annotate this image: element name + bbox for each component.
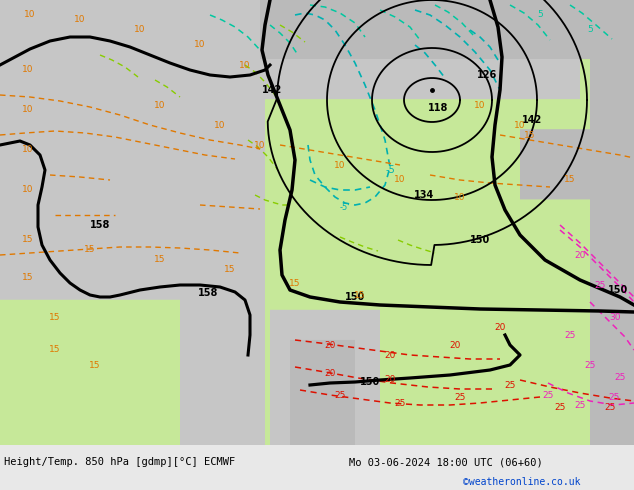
Text: 158: 158 xyxy=(198,288,218,298)
Text: 20: 20 xyxy=(325,368,335,377)
Text: 15: 15 xyxy=(22,272,34,281)
Text: 10: 10 xyxy=(22,66,34,74)
Text: 25: 25 xyxy=(542,391,553,399)
Text: 15: 15 xyxy=(84,245,96,254)
Text: 15: 15 xyxy=(22,236,34,245)
Text: 20: 20 xyxy=(574,250,586,260)
Text: 25: 25 xyxy=(334,391,346,399)
Text: 10: 10 xyxy=(22,105,34,115)
Text: 15: 15 xyxy=(154,255,165,265)
Text: 15: 15 xyxy=(354,291,366,299)
Text: Mo 03-06-2024 18:00 UTC (06+60): Mo 03-06-2024 18:00 UTC (06+60) xyxy=(349,457,543,467)
Text: 20: 20 xyxy=(384,350,396,360)
Text: 126: 126 xyxy=(477,70,497,80)
Text: 10: 10 xyxy=(24,10,36,20)
Text: 25: 25 xyxy=(574,400,586,410)
Text: 5: 5 xyxy=(587,25,593,34)
Text: 10: 10 xyxy=(22,186,34,195)
Text: 10: 10 xyxy=(394,175,406,185)
Text: 150: 150 xyxy=(345,292,365,302)
Text: 25: 25 xyxy=(585,361,596,369)
Text: 20: 20 xyxy=(450,341,461,349)
Text: 10: 10 xyxy=(194,41,206,49)
Text: 118: 118 xyxy=(428,103,448,113)
Text: 25: 25 xyxy=(564,330,576,340)
Text: 158: 158 xyxy=(90,220,110,230)
Text: 10: 10 xyxy=(134,25,146,34)
Text: 10: 10 xyxy=(22,146,34,154)
Text: 10: 10 xyxy=(334,161,346,170)
Text: 10: 10 xyxy=(74,16,86,24)
Text: 20: 20 xyxy=(384,375,396,385)
Text: 15: 15 xyxy=(49,345,61,354)
Text: Height/Temp. 850 hPa [gdmp][°C] ECMWF: Height/Temp. 850 hPa [gdmp][°C] ECMWF xyxy=(4,457,235,467)
Text: 25: 25 xyxy=(455,392,466,401)
Text: ©weatheronline.co.uk: ©weatheronline.co.uk xyxy=(463,477,580,487)
Text: 15: 15 xyxy=(289,278,301,288)
Text: 15: 15 xyxy=(89,361,101,369)
Text: 5: 5 xyxy=(537,10,543,20)
Text: 25: 25 xyxy=(604,402,616,412)
Text: 142: 142 xyxy=(262,85,282,95)
Text: 142: 142 xyxy=(522,115,542,125)
Text: 25: 25 xyxy=(554,402,566,412)
Text: 25: 25 xyxy=(594,280,605,290)
Text: 10: 10 xyxy=(154,100,165,109)
Text: 15: 15 xyxy=(564,175,576,185)
Text: 15: 15 xyxy=(224,266,236,274)
Text: 134: 134 xyxy=(414,190,434,200)
Text: 30: 30 xyxy=(609,313,621,321)
Text: 150: 150 xyxy=(470,235,490,245)
Text: -5': -5' xyxy=(340,202,350,212)
Text: 10: 10 xyxy=(239,60,251,70)
Text: 15: 15 xyxy=(524,130,536,140)
Text: 25: 25 xyxy=(608,392,619,401)
Text: 10: 10 xyxy=(454,193,466,201)
Text: 10: 10 xyxy=(254,141,266,149)
Text: 25: 25 xyxy=(394,398,406,408)
Text: 10: 10 xyxy=(214,121,226,129)
Text: 25: 25 xyxy=(504,381,515,390)
Text: 150: 150 xyxy=(360,377,380,387)
Text: 15: 15 xyxy=(49,313,61,321)
Text: 10: 10 xyxy=(514,121,526,129)
Text: 25: 25 xyxy=(614,372,626,382)
Text: 10: 10 xyxy=(474,100,486,109)
Text: -5: -5 xyxy=(385,165,395,175)
Text: 20: 20 xyxy=(495,322,506,332)
Text: 150: 150 xyxy=(608,285,628,295)
Text: 20: 20 xyxy=(325,341,335,349)
